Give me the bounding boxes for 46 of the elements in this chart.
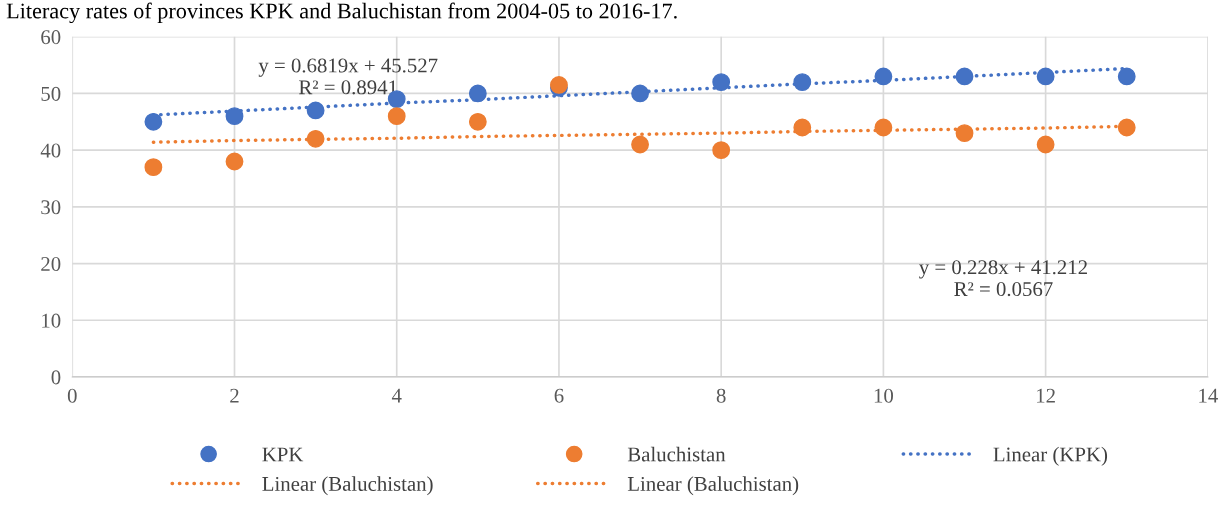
y-tick-label: 60 bbox=[41, 30, 61, 45]
point bbox=[712, 73, 731, 92]
point bbox=[144, 158, 163, 177]
x-tick-label: 0 bbox=[67, 388, 77, 403]
y-tick-label: 20 bbox=[41, 256, 61, 271]
point bbox=[387, 107, 406, 126]
x-tick-label: 6 bbox=[554, 388, 564, 403]
x-tick-label: 14 bbox=[1199, 388, 1218, 403]
x-tick-label: 2 bbox=[230, 388, 239, 403]
point bbox=[712, 141, 731, 160]
point bbox=[631, 135, 649, 154]
legend-label: Baluchistan bbox=[627, 446, 726, 462]
point bbox=[1117, 118, 1136, 137]
point bbox=[631, 84, 649, 103]
legend-label: Linear (Baluchistan) bbox=[262, 476, 433, 496]
point bbox=[225, 152, 244, 171]
y-tick-label: 50 bbox=[41, 86, 61, 101]
legend-label: Linear (KPK) bbox=[993, 446, 1108, 466]
point bbox=[793, 118, 812, 137]
point bbox=[955, 124, 974, 143]
point bbox=[468, 112, 487, 131]
point bbox=[874, 118, 893, 137]
point bbox=[793, 73, 812, 92]
point bbox=[874, 67, 893, 86]
x-tick-label: 8 bbox=[716, 388, 726, 403]
legend-label: Linear (Baluchistan) bbox=[627, 476, 799, 496]
y-tick-label: 10 bbox=[42, 313, 61, 328]
y-tick-label: 40 bbox=[40, 143, 61, 158]
chart-title: Literacy rates of provinces KPK and Baluchistan from 2004-05 to 2016-17. bbox=[6, 2, 677, 24]
y-tick-label: 30 bbox=[41, 200, 61, 215]
point bbox=[306, 101, 325, 120]
annotation: y = 0.228x + 41.212 R² = 0.0567 bbox=[919, 260, 1087, 297]
point bbox=[1036, 67, 1055, 86]
point bbox=[468, 84, 487, 103]
point bbox=[955, 67, 974, 86]
x-tick-label: 12 bbox=[1037, 388, 1055, 403]
annotation: y = 0.6819x + 45.527 R² = 0.8941 bbox=[258, 58, 438, 95]
x-tick-label: 10 bbox=[874, 388, 894, 403]
legend-label: KPK bbox=[262, 447, 304, 462]
point bbox=[1036, 135, 1055, 154]
y-tick-label: 0 bbox=[51, 370, 61, 385]
point bbox=[225, 107, 244, 126]
x-tick-label: 4 bbox=[391, 388, 402, 403]
point bbox=[144, 112, 163, 131]
point bbox=[1117, 67, 1136, 86]
point bbox=[306, 129, 325, 148]
